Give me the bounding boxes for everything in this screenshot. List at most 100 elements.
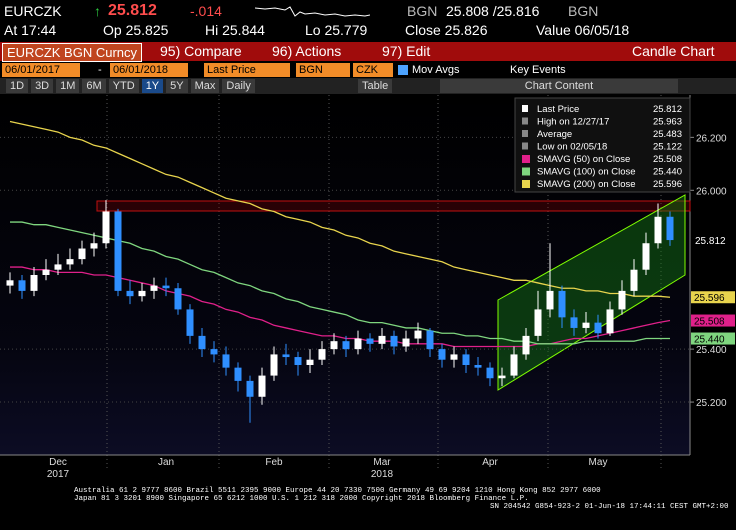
candle-body: [30, 275, 38, 291]
period-button[interactable]: 6M: [82, 79, 106, 93]
candle-body: [414, 330, 422, 339]
candle-body: [378, 335, 386, 344]
legend-swatch: [522, 167, 530, 176]
high: Hi 25.844: [205, 22, 265, 38]
y-tick-label: 25.400: [696, 345, 727, 356]
candle-body: [558, 290, 566, 318]
candle-body: [126, 290, 134, 297]
edit-button[interactable]: 97) Edit: [382, 43, 431, 59]
candle-body: [498, 375, 506, 379]
candle-body: [654, 216, 662, 244]
low: Lo 25.779: [305, 22, 368, 38]
candle-body: [510, 354, 518, 376]
toolbar: [0, 42, 736, 61]
candle-body: [222, 354, 230, 368]
legend-value: 25.508: [653, 154, 682, 165]
legend-value: 25.440: [653, 167, 682, 178]
candle-body: [450, 354, 458, 360]
candle-body: [258, 375, 266, 397]
candle-body: [330, 341, 338, 350]
ticker: EURCZK: [4, 3, 62, 19]
candle-body: [318, 349, 326, 360]
month-separators: [106, 95, 662, 470]
legend-value: 25.596: [653, 179, 682, 190]
candle-body: [114, 211, 122, 291]
key-events[interactable]: Key Events: [510, 64, 566, 76]
candle-body: [618, 290, 626, 310]
candle-body: [282, 354, 290, 358]
period-button[interactable]: YTD: [108, 79, 139, 93]
legend-value: 25.483: [653, 129, 682, 140]
close: Close 25.826: [405, 22, 488, 38]
legend-icon: [522, 117, 528, 125]
candle-body: [138, 290, 146, 297]
x-tick-label: Dec: [49, 457, 67, 468]
table-button[interactable]: Table: [358, 79, 393, 93]
end-date[interactable]: 06/01/2018: [110, 63, 188, 77]
chart-content[interactable]: Chart Content: [440, 79, 678, 93]
legend-value: 25.963: [653, 117, 682, 128]
candle-body: [642, 243, 650, 270]
change: -.014: [190, 3, 222, 19]
candle-body: [210, 349, 218, 355]
candle-body: [630, 269, 638, 291]
field-select[interactable]: Last Price: [204, 63, 290, 77]
legend-value: 25.122: [653, 142, 682, 153]
period-button[interactable]: Daily: [222, 79, 255, 93]
candle-body: [246, 380, 254, 397]
candle-body: [174, 288, 182, 310]
actions-button[interactable]: 96) Actions: [272, 43, 342, 59]
period-button[interactable]: 1Y: [141, 79, 164, 93]
candle-body: [582, 322, 590, 328]
candle-body: [90, 243, 98, 249]
start-date[interactable]: 06/01/2017: [2, 63, 80, 77]
compare-button[interactable]: 95) Compare: [160, 43, 242, 59]
candle-body: [54, 264, 62, 270]
x-tick-label: Apr: [482, 457, 498, 468]
legend-icon: [522, 105, 528, 112]
x-tick-label: Jan: [158, 457, 174, 468]
source-select[interactable]: BGN: [296, 63, 350, 77]
moving-average: [9, 120, 671, 298]
x-year-label: 2018: [371, 469, 394, 480]
candle-body: [354, 338, 362, 350]
currency-select[interactable]: CZK: [353, 63, 393, 77]
y-tick-label: 25.200: [696, 398, 727, 409]
candle-body: [42, 269, 50, 275]
value-box-label: 25.440: [694, 335, 725, 346]
legend-icon: [522, 142, 528, 150]
candle-body: [186, 309, 194, 336]
ask-source: BGN: [568, 3, 599, 19]
x-tick-label: Feb: [265, 457, 283, 468]
candle-body: [342, 341, 350, 350]
candle-body: [570, 317, 578, 328]
footer-line: Australia 61 2 9777 8600 Brazil 5511 239…: [74, 487, 601, 495]
candle-body: [546, 290, 554, 310]
candle-body: [366, 338, 374, 344]
candle-body: [594, 322, 602, 334]
candle-body: [102, 211, 110, 244]
candle-body: [534, 309, 542, 336]
change-arrow: ↑: [94, 3, 101, 19]
legend-label: Low on 02/05/18: [537, 142, 607, 153]
period-button[interactable]: 1D: [6, 79, 29, 93]
candle-body: [198, 335, 206, 350]
candle-body: [270, 354, 278, 376]
period-button[interactable]: 1M: [56, 79, 80, 93]
candle-body: [294, 357, 302, 365]
legend-label: SMAVG (200) on Close: [537, 179, 636, 190]
candle-body: [606, 309, 614, 334]
value-box: [691, 332, 735, 345]
candle-body: [666, 216, 674, 241]
period-button[interactable]: 5Y: [166, 79, 188, 93]
candle-body: [438, 349, 446, 360]
time: At 17:44: [4, 22, 57, 38]
period-button[interactable]: Max: [190, 79, 220, 93]
security[interactable]: EURCZK BGN Curncy: [2, 43, 143, 62]
checkbox[interactable]: [398, 65, 408, 75]
mov-avgs[interactable]: Mov Avgs: [412, 64, 460, 76]
period-button[interactable]: 3D: [31, 79, 54, 93]
legend-icon: [522, 130, 528, 137]
legend-label: Last Price: [537, 104, 579, 115]
